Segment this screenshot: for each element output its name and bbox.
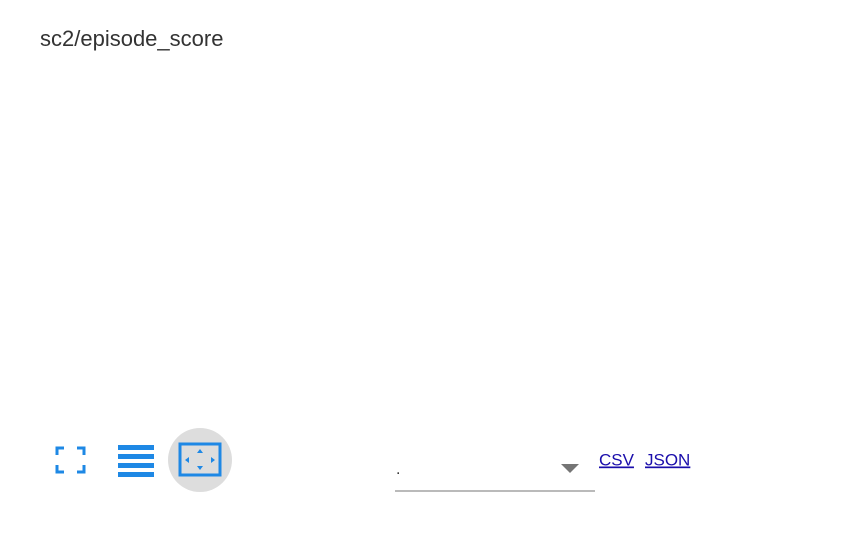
json-link[interactable]: JSON: [645, 450, 690, 469]
csv-link[interactable]: CSV: [599, 450, 635, 469]
dropdown-arrow[interactable]: [561, 464, 579, 473]
chart-title: sc2/episode_score: [40, 26, 223, 51]
fit-icon[interactable]: [168, 428, 232, 492]
list-icon[interactable]: [118, 445, 154, 477]
fullscreen-icon[interactable]: [55, 446, 86, 474]
dropdown-value[interactable]: .: [396, 461, 400, 478]
